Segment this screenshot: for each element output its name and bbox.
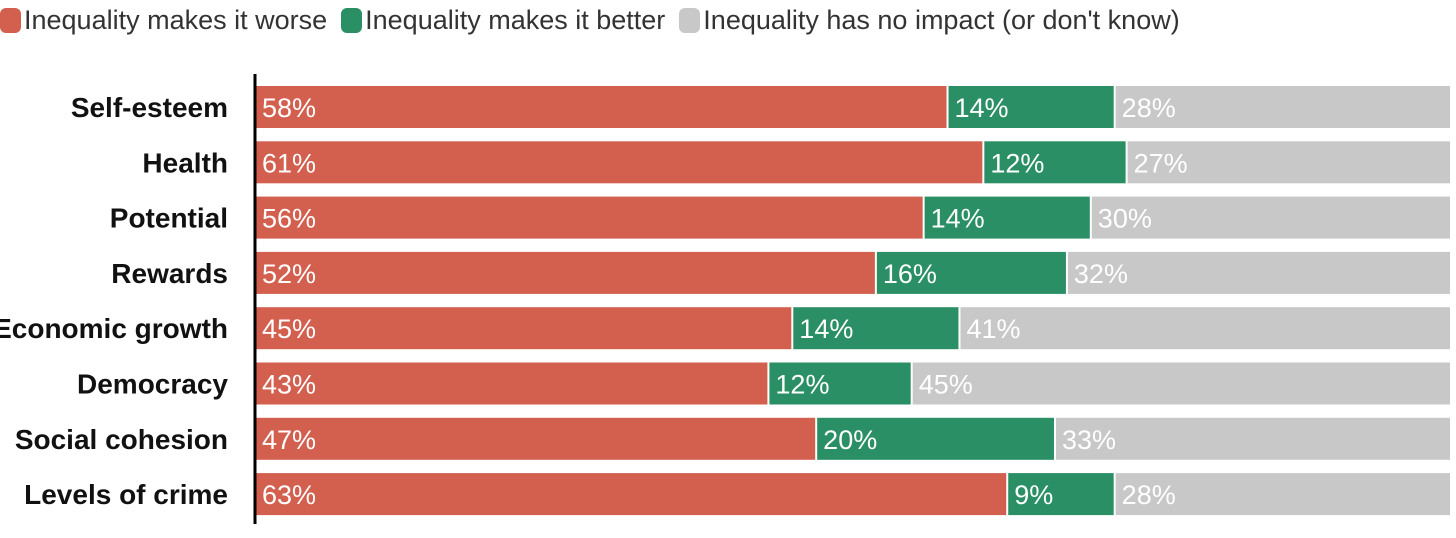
data-label: 45% — [262, 314, 316, 344]
data-label: 52% — [262, 259, 316, 289]
bar-segment — [912, 362, 1450, 405]
legend-swatch — [679, 7, 701, 33]
bar-segment — [256, 473, 1007, 516]
data-label: 33% — [1062, 425, 1116, 455]
legend: Inequality makes it worse Inequality make… — [0, 2, 1194, 38]
data-label: 61% — [262, 148, 316, 178]
legend-item-2: Inequality makes it better — [341, 5, 665, 36]
bar-segment — [256, 251, 875, 294]
data-label: 20% — [823, 425, 877, 455]
bar-segment — [1008, 473, 1114, 516]
bar-segment — [948, 86, 1114, 128]
legend-swatch — [0, 7, 21, 33]
bar-segment — [256, 307, 792, 350]
data-label: 41% — [966, 314, 1020, 344]
bar-segment — [960, 307, 1450, 350]
data-label: 12% — [775, 370, 829, 400]
category-label: Potential — [110, 203, 228, 234]
bar-segment — [1115, 86, 1450, 128]
data-label: 58% — [262, 93, 316, 123]
bar-segment — [876, 251, 1066, 294]
data-label: 28% — [1122, 480, 1176, 510]
category-label: Economic growth — [0, 313, 228, 344]
category-label: Levels of crime — [24, 479, 228, 510]
bar-segment — [256, 86, 947, 128]
data-label: 28% — [1122, 93, 1176, 123]
data-label: 9% — [1014, 480, 1053, 510]
data-label: 16% — [883, 259, 937, 289]
data-label: 27% — [1134, 148, 1188, 178]
data-label: 43% — [262, 370, 316, 400]
bar-segment — [1127, 141, 1450, 184]
bar-segment — [256, 362, 768, 405]
category-label: Social cohesion — [15, 424, 228, 455]
bar-segment — [984, 141, 1126, 184]
legend-swatch — [341, 7, 363, 33]
data-label: 63% — [262, 480, 316, 510]
legend-label: Inequality has no impact (or don't know) — [703, 4, 1180, 35]
bar-segment — [256, 417, 816, 460]
category-label: Health — [142, 147, 228, 178]
category-label: Self-esteem — [71, 92, 228, 123]
data-label: 30% — [1098, 204, 1152, 234]
bar-segment — [256, 141, 983, 184]
bar-segment — [1055, 417, 1450, 460]
data-label: 14% — [799, 314, 853, 344]
legend-label: Inequality makes it worse — [24, 4, 328, 35]
bar-segment — [769, 362, 911, 405]
data-label: 45% — [919, 370, 973, 400]
data-label: 56% — [262, 204, 316, 234]
bar-segment — [817, 417, 1054, 460]
bar-segment — [1115, 473, 1450, 516]
data-label: 12% — [990, 148, 1044, 178]
data-label: 14% — [931, 204, 985, 234]
category-label: Rewards — [111, 258, 228, 289]
data-label: 47% — [262, 425, 316, 455]
bar-segment — [1067, 251, 1450, 294]
legend-item-1: Inequality makes it worse — [0, 5, 327, 36]
category-label: Democracy — [77, 369, 228, 400]
bar-segment — [1091, 196, 1450, 239]
bar-segment — [793, 307, 959, 350]
bar-segment — [924, 196, 1090, 239]
data-label: 32% — [1074, 259, 1128, 289]
legend-item-3: Inequality has no impact (or don't know) — [679, 4, 1180, 36]
data-label: 14% — [955, 93, 1009, 123]
bar-segment — [256, 196, 923, 239]
legend-label: Inequality makes it better — [365, 4, 666, 35]
